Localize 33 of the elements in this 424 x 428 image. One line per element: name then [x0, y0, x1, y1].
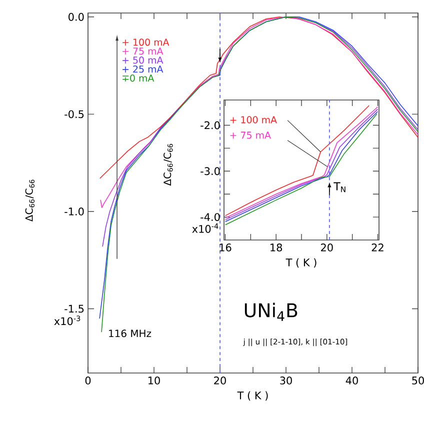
text: + 100 mA — [230, 116, 277, 124]
text: + 50 mA — [122, 56, 164, 64]
text: + 25 mA — [122, 66, 164, 73]
text: + 75 mA — [230, 132, 271, 139]
y-tick-label: -2.0 — [200, 121, 220, 130]
x-tick-label: 40 — [346, 376, 358, 384]
x-tick-label: 22 — [372, 244, 384, 252]
y-tick-label: -3.0 — [200, 167, 220, 176]
annotation: 116 MHz — [109, 330, 152, 338]
x-tick-label: 18 — [270, 244, 282, 252]
text: + 100 mA — [122, 38, 170, 46]
text: + 75 mA — [122, 48, 164, 55]
y-axis-title: ΔC$_{66}$/C$_{66}$ — [164, 144, 173, 186]
x-tick-label: 50 — [412, 376, 424, 384]
x-tick-label: 20 — [214, 376, 226, 384]
text: x10$^{-3}$ — [54, 316, 80, 326]
x-tick-label: 30 — [280, 376, 292, 384]
x-tick-label: 10 — [148, 376, 160, 384]
annotation: UNi$_{4}$B — [244, 302, 298, 321]
y-tick-label: -4.0 — [200, 213, 220, 221]
x-tick-label: 0 — [85, 376, 91, 384]
text: ∓0 mA — [122, 74, 154, 82]
y-tick-label: -1.0 — [64, 208, 84, 216]
y-axis-title: ΔC$_{66}$/C$_{66}$ — [25, 180, 35, 222]
x-tick-label: 16 — [220, 244, 232, 252]
x-axis-title: T ( K ) — [286, 258, 316, 268]
y-tick-label: -0.5 — [64, 110, 84, 118]
annotation: T$_{N}$ — [334, 182, 346, 192]
annotation: x10$^{-4}$ — [192, 223, 218, 233]
y-tick-label: -1.5 — [64, 304, 84, 313]
x-tick-label: 20 — [321, 244, 333, 252]
y-tick-label: 0.0 — [68, 12, 84, 21]
x-axis-title: T ( K ) — [237, 391, 268, 401]
